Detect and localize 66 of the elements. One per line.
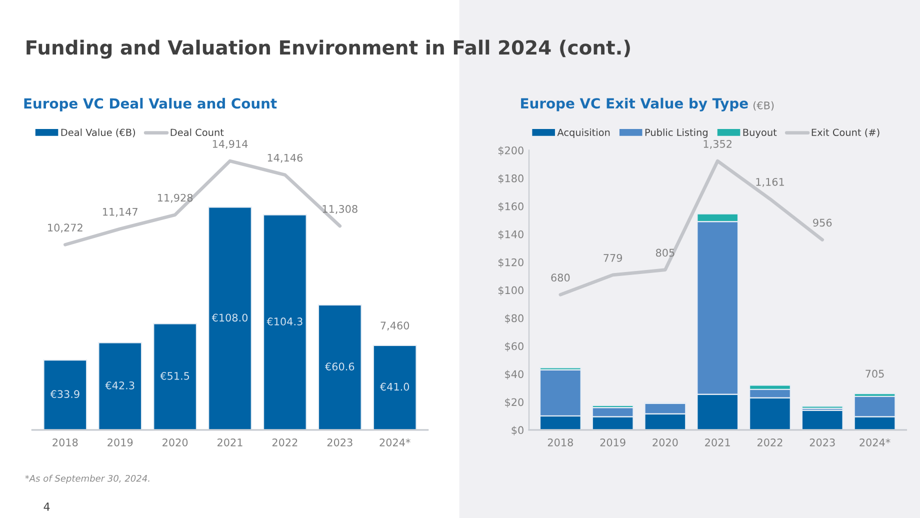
- bar: [372, 344, 417, 430]
- annotation: 7,460: [380, 322, 410, 331]
- y-tick-label: $40: [505, 370, 524, 380]
- y-tick-label: $60: [505, 342, 524, 352]
- data-label: 14,914: [212, 140, 248, 149]
- data-label: 10,272: [48, 224, 82, 233]
- data-label: €108.0: [212, 314, 248, 322]
- bar: [801, 410, 844, 430]
- x-tick-label: 2019: [108, 438, 133, 446]
- data-label: 779: [604, 254, 622, 262]
- data-label: 805: [656, 248, 674, 257]
- x-tick-label: 2022: [757, 438, 782, 446]
- legend-label: Acquisition: [557, 128, 610, 138]
- x-tick-label: 2020: [162, 438, 188, 446]
- data-label: 11,928: [158, 194, 193, 203]
- data-label: €33.9: [50, 390, 80, 398]
- legend-label: Public Listing: [645, 128, 708, 138]
- x-tick-label: 2021: [218, 438, 242, 446]
- chart-title: Europe VC Deal Value and Count: [24, 98, 277, 112]
- bar: [98, 342, 142, 430]
- x-tick-label: 2024*: [860, 438, 890, 446]
- text: *As of September 30, 2024.: [25, 474, 150, 484]
- legend-label: Exit Count (#): [812, 128, 880, 138]
- y-tick-label: $120: [498, 258, 524, 268]
- x-tick-label: 2023: [327, 438, 352, 446]
- x-tick-label: 2019: [600, 438, 626, 446]
- chart-subtitle: (€B): [754, 101, 774, 111]
- legend-label: Deal Count: [170, 128, 224, 136]
- data-label: 956: [813, 218, 832, 227]
- data-label: 1,352: [704, 140, 732, 149]
- data-label: 11,308: [322, 205, 358, 214]
- data-label: €41.0: [380, 382, 410, 391]
- data-label: €104.3: [266, 318, 302, 326]
- bar: [262, 214, 307, 430]
- data-label: 14,146: [268, 154, 303, 163]
- bar: [153, 323, 198, 430]
- y-tick-label: $180: [498, 174, 524, 184]
- bar: [43, 359, 88, 430]
- x-tick-label: 2018: [52, 438, 78, 446]
- x-tick-label: 2021: [705, 438, 730, 446]
- data-label: 1,161: [756, 178, 784, 187]
- legend-label: Deal Value (€B): [61, 128, 136, 138]
- legend-label: Buyout: [743, 128, 777, 138]
- x-tick-label: 2022: [272, 438, 298, 446]
- x-tick-label: 2024*: [380, 438, 410, 446]
- x-tick-label: 2020: [652, 438, 678, 446]
- x-tick-label: 2023: [810, 438, 835, 446]
- text: Funding and Valuation Environment in Fall 2024 (cont.): [26, 40, 630, 59]
- data-label: €42.3: [105, 381, 134, 390]
- y-tick-label: $140: [498, 230, 524, 240]
- y-tick-label: $160: [498, 202, 524, 212]
- y-tick-label: $200: [498, 146, 524, 156]
- y-tick-label: $80: [505, 314, 524, 324]
- data-label: 680: [551, 274, 570, 282]
- y-tick-label: $20: [505, 398, 524, 408]
- bar: [318, 304, 362, 430]
- x-tick-label: 2018: [548, 438, 573, 446]
- chart-title: Europe VC Exit Value by Type: [521, 98, 748, 112]
- data-label: €60.6: [324, 362, 354, 370]
- data-label: 11,147: [103, 208, 138, 217]
- annotation: 705: [866, 370, 884, 378]
- bar: [208, 206, 252, 430]
- y-tick-label: $0: [512, 426, 524, 436]
- data-label: €51.5: [160, 372, 190, 380]
- y-tick-label: $100: [498, 286, 524, 296]
- text: 4: [44, 502, 50, 511]
